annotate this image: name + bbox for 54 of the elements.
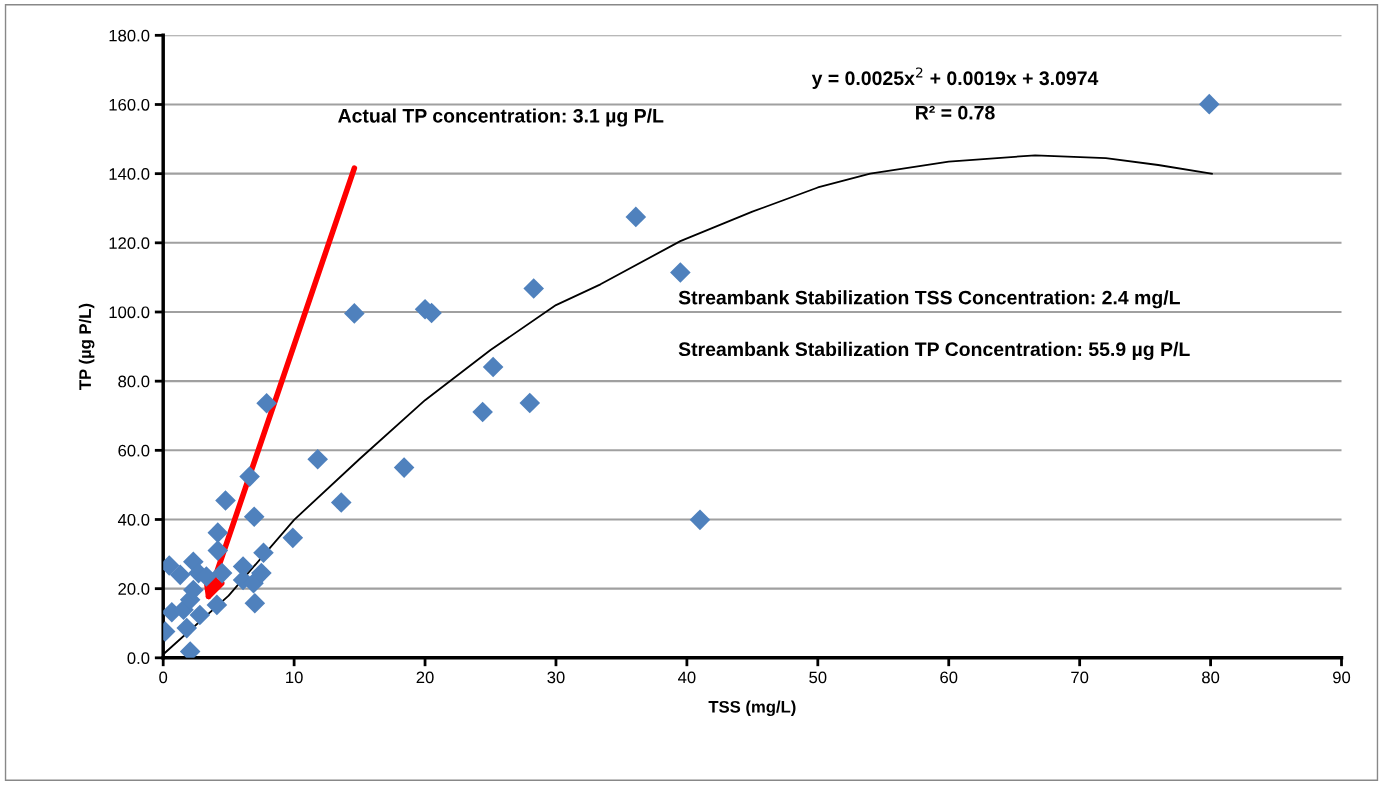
annotation: Streambank Stabilization TP Concentration: 55.9 µg P/L (678, 341, 1190, 361)
y-tick-label: 60.0 (118, 444, 150, 457)
x-tick-label: 20 (416, 671, 434, 684)
point (253, 542, 274, 563)
x-tick-label: 40 (678, 671, 696, 684)
point (169, 564, 191, 586)
point (689, 509, 711, 531)
point (251, 562, 272, 584)
point (1198, 93, 1220, 115)
point (244, 592, 266, 614)
point (207, 540, 229, 561)
annotation: R² = 0.78 (916, 105, 995, 120)
x-tick-label: 60 (940, 671, 958, 684)
y-tick-label: 140.0 (109, 168, 150, 180)
x-tick-label: 0 (159, 671, 168, 684)
x-axis-title: TSS (mg/L) (708, 700, 796, 717)
y-tick-label: 100.0 (109, 306, 150, 319)
point (211, 562, 233, 584)
y-tick-label: 180.0 (109, 29, 150, 42)
point (472, 401, 493, 423)
y-tick-label: 120.0 (109, 237, 150, 250)
annotation: Actual TP concentration: 3.1 µg P/L (338, 108, 664, 127)
point (282, 527, 304, 549)
point (625, 206, 647, 228)
x-tick-label: 90 (1333, 671, 1351, 684)
point (243, 506, 265, 528)
point (307, 449, 328, 470)
annotation: y = 0.0025x$^{2}$ + 0.0019x + 3.0974 (811, 67, 1099, 89)
x-tick-label: 80 (1202, 671, 1220, 684)
point (189, 604, 211, 626)
y-tick-label: 80.0 (118, 375, 150, 388)
point (482, 356, 504, 378)
y-tick-label: 40.0 (117, 513, 150, 526)
point (519, 392, 541, 414)
point (207, 522, 229, 543)
x-tick-label: 10 (286, 671, 303, 684)
y-tick-label: 20.0 (118, 583, 150, 595)
point (330, 492, 352, 513)
x-tick-label: 50 (809, 671, 827, 684)
point (176, 617, 198, 639)
point (393, 457, 415, 478)
x-tick-label: 30 (547, 671, 565, 684)
point (239, 466, 260, 487)
y-axis-title: TP (µg P/L) (78, 303, 95, 390)
x-tick-label: 70 (1071, 671, 1089, 684)
annotation: Streambank Stabilization TSS Concentration: 2.4 mg/L (678, 290, 1180, 309)
point (523, 278, 545, 299)
point (215, 490, 236, 511)
point (670, 262, 691, 283)
point (344, 303, 365, 324)
point (256, 392, 277, 414)
y-tick-label: 0.0 (127, 652, 150, 665)
point (206, 594, 228, 616)
y-tick-label: 160.0 (109, 98, 150, 111)
